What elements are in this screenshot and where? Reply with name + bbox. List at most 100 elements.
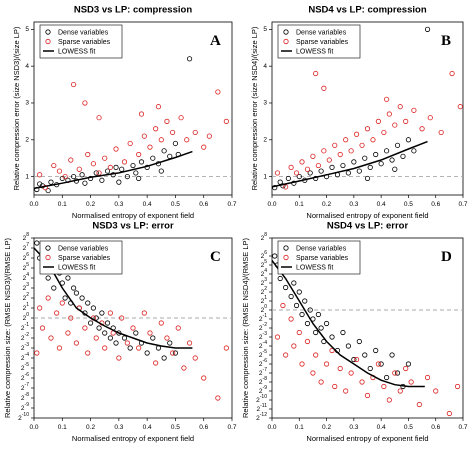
- y-tick-label: 2-2: [259, 322, 267, 331]
- series-sparse: [274, 70, 463, 190]
- data-point: [65, 275, 71, 281]
- data-point: [304, 338, 311, 345]
- y-tick-label: 2-1: [21, 322, 29, 331]
- data-point: [85, 350, 91, 356]
- series-sparse: [34, 295, 229, 401]
- data-point: [283, 352, 289, 358]
- y-tick-base: 2: [21, 395, 25, 402]
- y-tick-base: 2: [21, 375, 25, 382]
- data-point: [433, 388, 439, 394]
- y-tick-base: 2: [259, 352, 263, 359]
- y-tick-base: 2: [21, 365, 25, 372]
- data-point: [343, 137, 349, 143]
- data-point: [304, 166, 311, 172]
- y-tick-base: 2: [257, 406, 261, 413]
- data-point: [291, 280, 297, 286]
- data-point: [85, 151, 91, 158]
- y-tick-exponent: -5: [25, 362, 30, 368]
- data-point: [386, 111, 392, 117]
- x-tick-label: 0.1: [295, 424, 304, 431]
- data-point: [332, 383, 338, 390]
- panel-letter: D: [441, 249, 452, 265]
- data-point: [381, 129, 387, 136]
- legend-symbol-sparse: [45, 38, 51, 45]
- y-tick-label: 2-4: [21, 352, 29, 361]
- y-tick-base: 2: [21, 325, 25, 332]
- data-point: [272, 253, 278, 259]
- x-tick-label: 0.0: [29, 201, 38, 208]
- data-point: [138, 159, 145, 165]
- data-point: [424, 374, 431, 381]
- data-point: [353, 356, 360, 363]
- y-tick-label: 25: [23, 262, 30, 271]
- x-tick-label: 0.7: [458, 201, 467, 208]
- y-tick-exponent: -1: [25, 322, 30, 328]
- series-dense: [34, 56, 193, 194]
- data-point: [62, 295, 68, 301]
- data-point: [383, 148, 390, 154]
- data-point: [299, 311, 305, 318]
- data-point: [403, 118, 409, 124]
- data-point: [353, 131, 360, 137]
- x-tick-label: 0.5: [404, 424, 413, 431]
- y-tick-base: 2: [259, 370, 263, 377]
- y-tick-base: 2: [23, 275, 27, 282]
- data-point: [315, 162, 321, 169]
- data-point: [119, 315, 125, 321]
- legend-label-lowess: LOWESS fit: [58, 49, 95, 56]
- lowess-line: [271, 260, 425, 388]
- legend-symbol-sparse: [283, 38, 289, 45]
- y-tick-label: 28: [23, 232, 30, 241]
- data-point: [296, 289, 302, 295]
- legend-symbol-sparse: [45, 254, 51, 261]
- data-point: [192, 129, 198, 136]
- x-tick-label: 0.3: [349, 201, 358, 208]
- data-point: [424, 26, 431, 32]
- data-point: [215, 395, 221, 401]
- legend-label-sparse: Sparse variables: [58, 39, 111, 46]
- x-tick-label: 0.2: [322, 424, 331, 431]
- data-point: [155, 104, 162, 110]
- x-tick-label: 0.7: [458, 424, 467, 431]
- y-tick-exponent: 2: [264, 286, 267, 292]
- data-point: [170, 129, 176, 136]
- x-tick-label: 0.4: [143, 201, 152, 208]
- y-tick-exponent: 8: [26, 232, 29, 238]
- y-tick-exponent: 6: [264, 250, 267, 256]
- data-point: [304, 320, 311, 327]
- y-tick-exponent: -5: [263, 349, 268, 355]
- x-tick-label: 0.0: [267, 424, 276, 431]
- data-point: [113, 164, 119, 170]
- data-point: [285, 175, 291, 182]
- data-point: [96, 325, 102, 331]
- data-point: [56, 168, 63, 174]
- data-point: [329, 334, 335, 340]
- data-point: [392, 370, 398, 376]
- legend-label-dense: Dense variables: [58, 30, 109, 37]
- data-point: [34, 350, 40, 356]
- panel-a: NSD3 vs LP: compression 0.0 0.1 0.2 0.3 0.4 0.…: [12, 5, 237, 220]
- y-tick-exponent: 1: [264, 295, 267, 301]
- y-tick-exponent: -3: [25, 342, 30, 348]
- panel-d: NSD4 vs LP: error 0.0 0.1 0.2 0.3 0.4 0.5 0.6 0.…: [241, 221, 468, 443]
- x-tick-label: 0.5: [171, 424, 180, 431]
- data-point: [307, 170, 313, 176]
- data-point: [42, 185, 48, 191]
- y-tick-label: 22: [23, 292, 30, 301]
- data-point: [405, 361, 412, 367]
- y-tick-label: 2-3: [259, 331, 267, 340]
- y-tick-base: 2: [261, 271, 265, 278]
- data-point: [90, 161, 97, 167]
- legend-label-lowess: LOWESS fit: [296, 265, 333, 272]
- data-point: [310, 153, 316, 159]
- data-point: [164, 335, 170, 341]
- legend-box: [277, 24, 361, 59]
- data-point: [192, 355, 198, 361]
- y-tick-label: 21: [261, 295, 268, 304]
- y-tick-label: 2-10: [256, 394, 267, 403]
- legend-label-sparse: Sparse variables: [58, 255, 111, 262]
- x-tick-label: 0.5: [171, 201, 180, 208]
- y-tick-label: 2-4: [259, 340, 267, 349]
- data-point: [370, 137, 376, 143]
- data-point: [288, 164, 294, 170]
